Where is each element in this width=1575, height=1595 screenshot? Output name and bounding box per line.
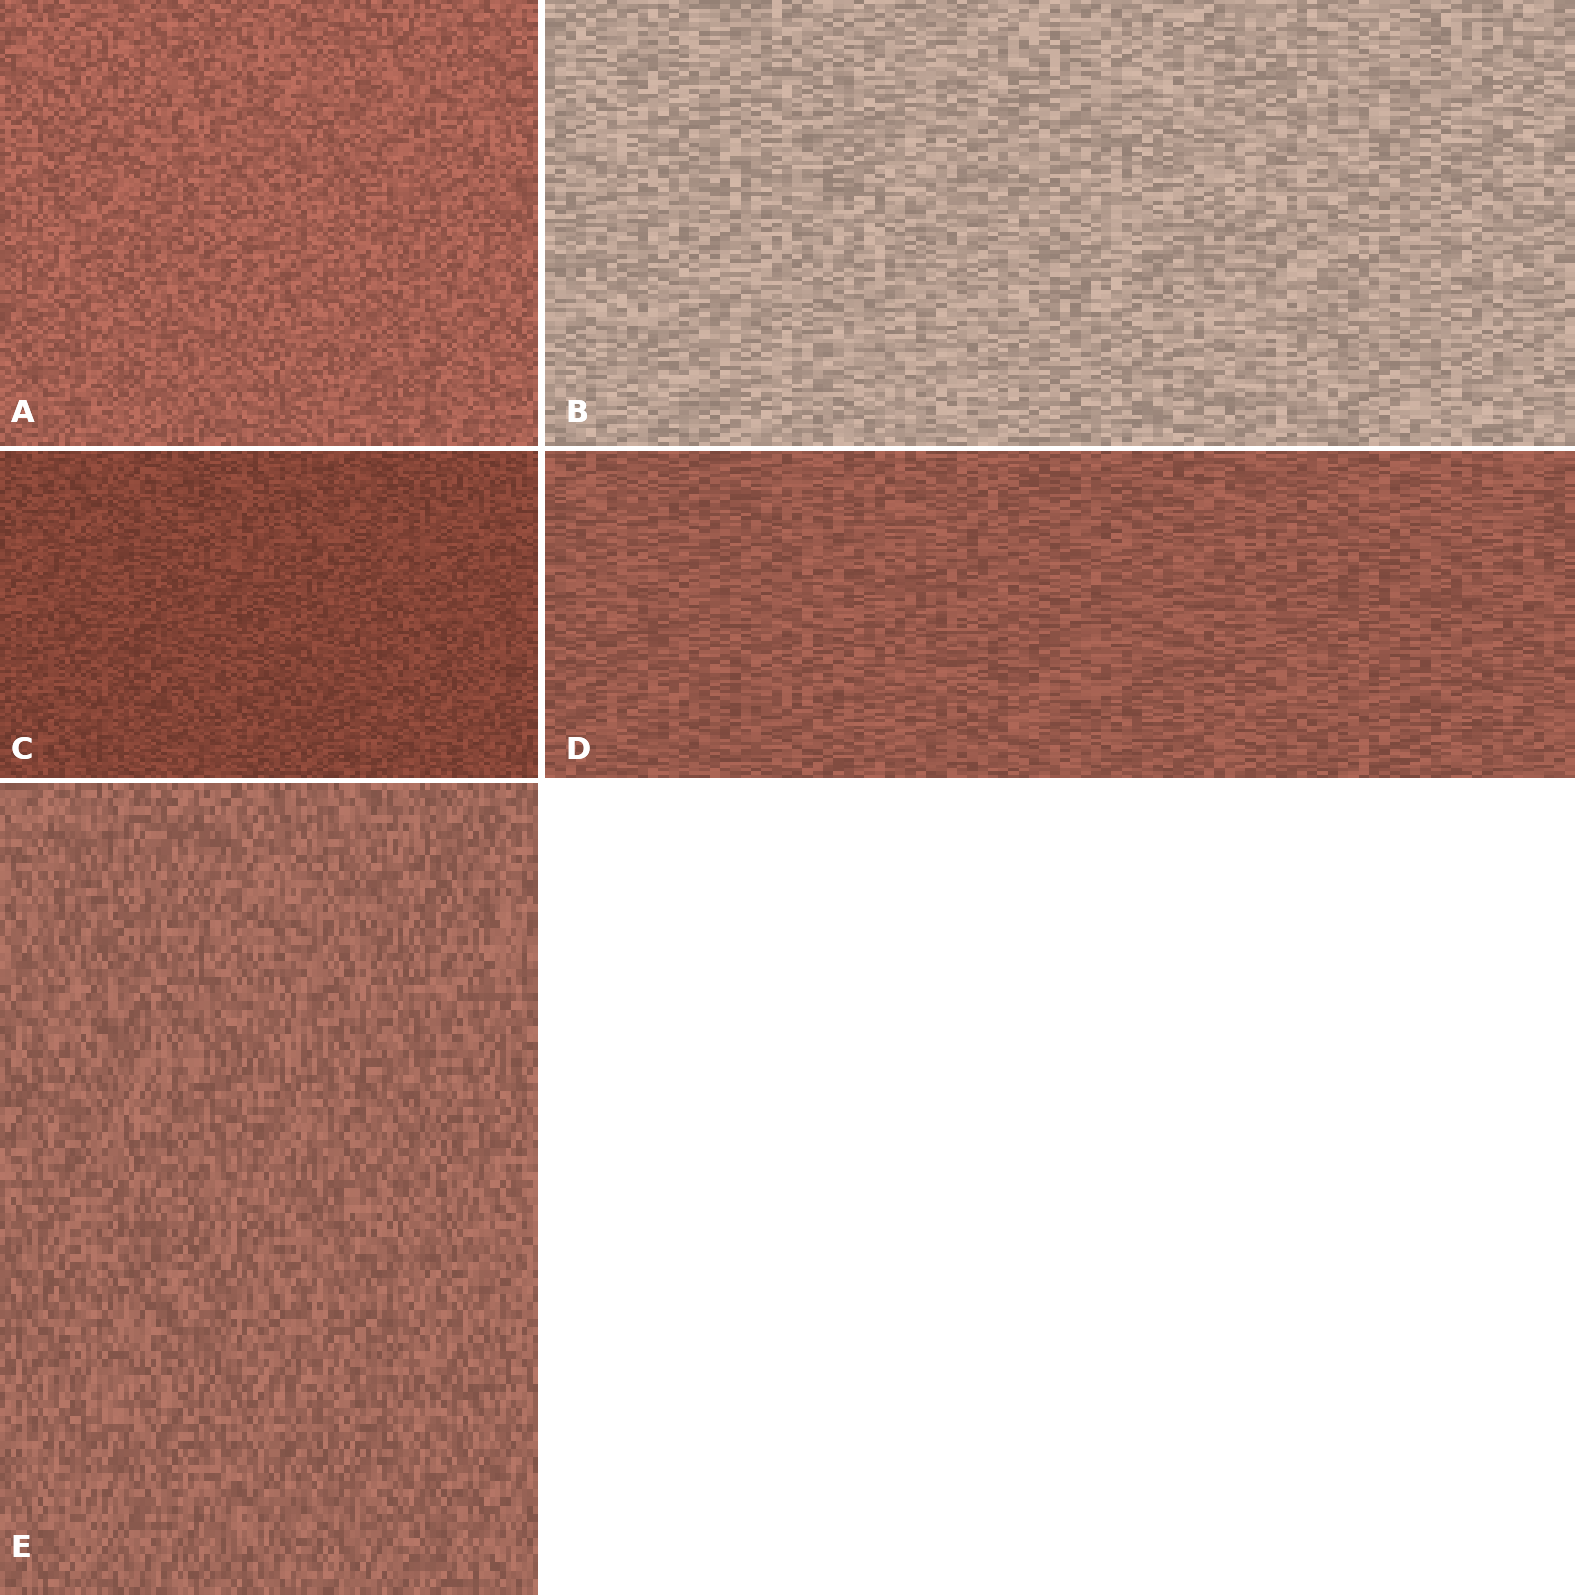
- Text: E: E: [11, 1533, 32, 1563]
- Text: E: E: [11, 1533, 32, 1563]
- Text: D: D: [565, 735, 591, 764]
- Text: C: C: [11, 735, 33, 764]
- Text: A: A: [11, 399, 35, 427]
- Text: B: B: [565, 399, 589, 427]
- Text: C: C: [11, 735, 33, 764]
- Text: B: B: [565, 399, 589, 427]
- Text: D: D: [565, 735, 591, 764]
- Text: A: A: [11, 399, 35, 427]
